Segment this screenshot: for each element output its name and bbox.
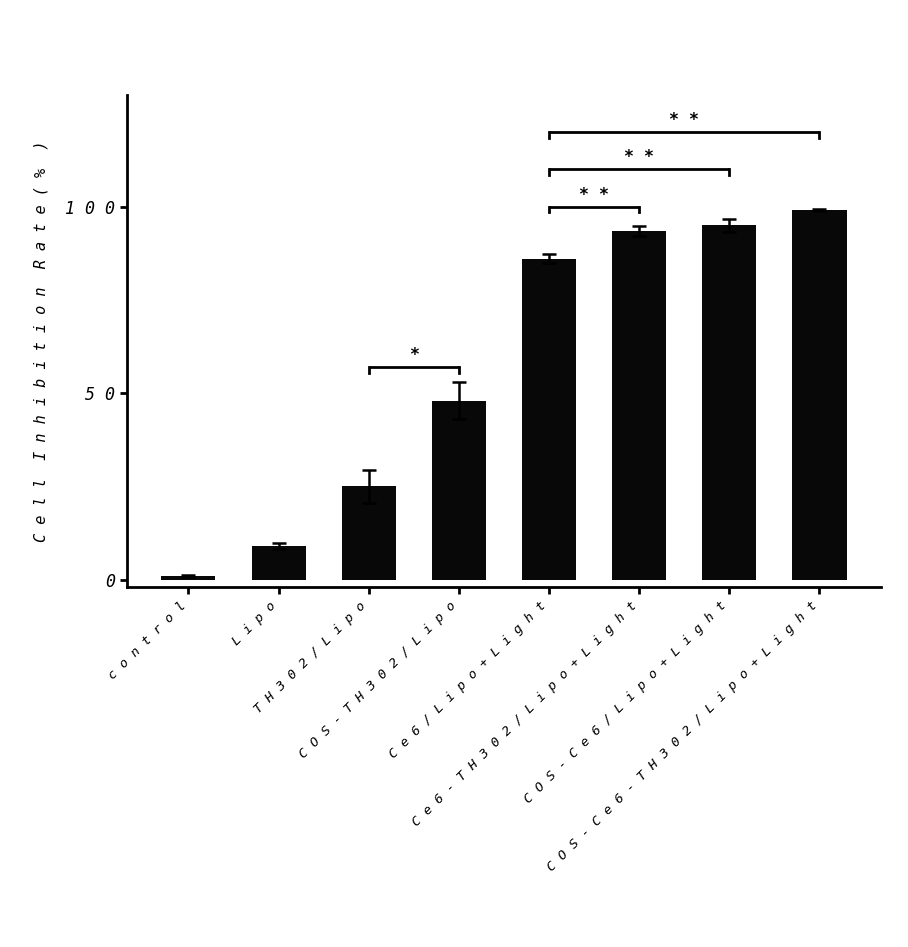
Y-axis label: C e l l  I n h i b i t i o n  R a t e ( %  ): C e l l I n h i b i t i o n R a t e ( % …: [34, 140, 49, 542]
Text: * *: * *: [669, 111, 699, 129]
Bar: [162, 576, 215, 580]
Bar: [522, 259, 576, 580]
Bar: [612, 231, 666, 580]
Bar: [341, 487, 396, 580]
Text: * *: * *: [579, 186, 609, 204]
Bar: [793, 210, 846, 580]
Bar: [252, 546, 306, 580]
Text: * *: * *: [624, 149, 654, 167]
Bar: [432, 401, 486, 580]
Bar: [702, 225, 756, 580]
Text: *: *: [409, 346, 419, 364]
